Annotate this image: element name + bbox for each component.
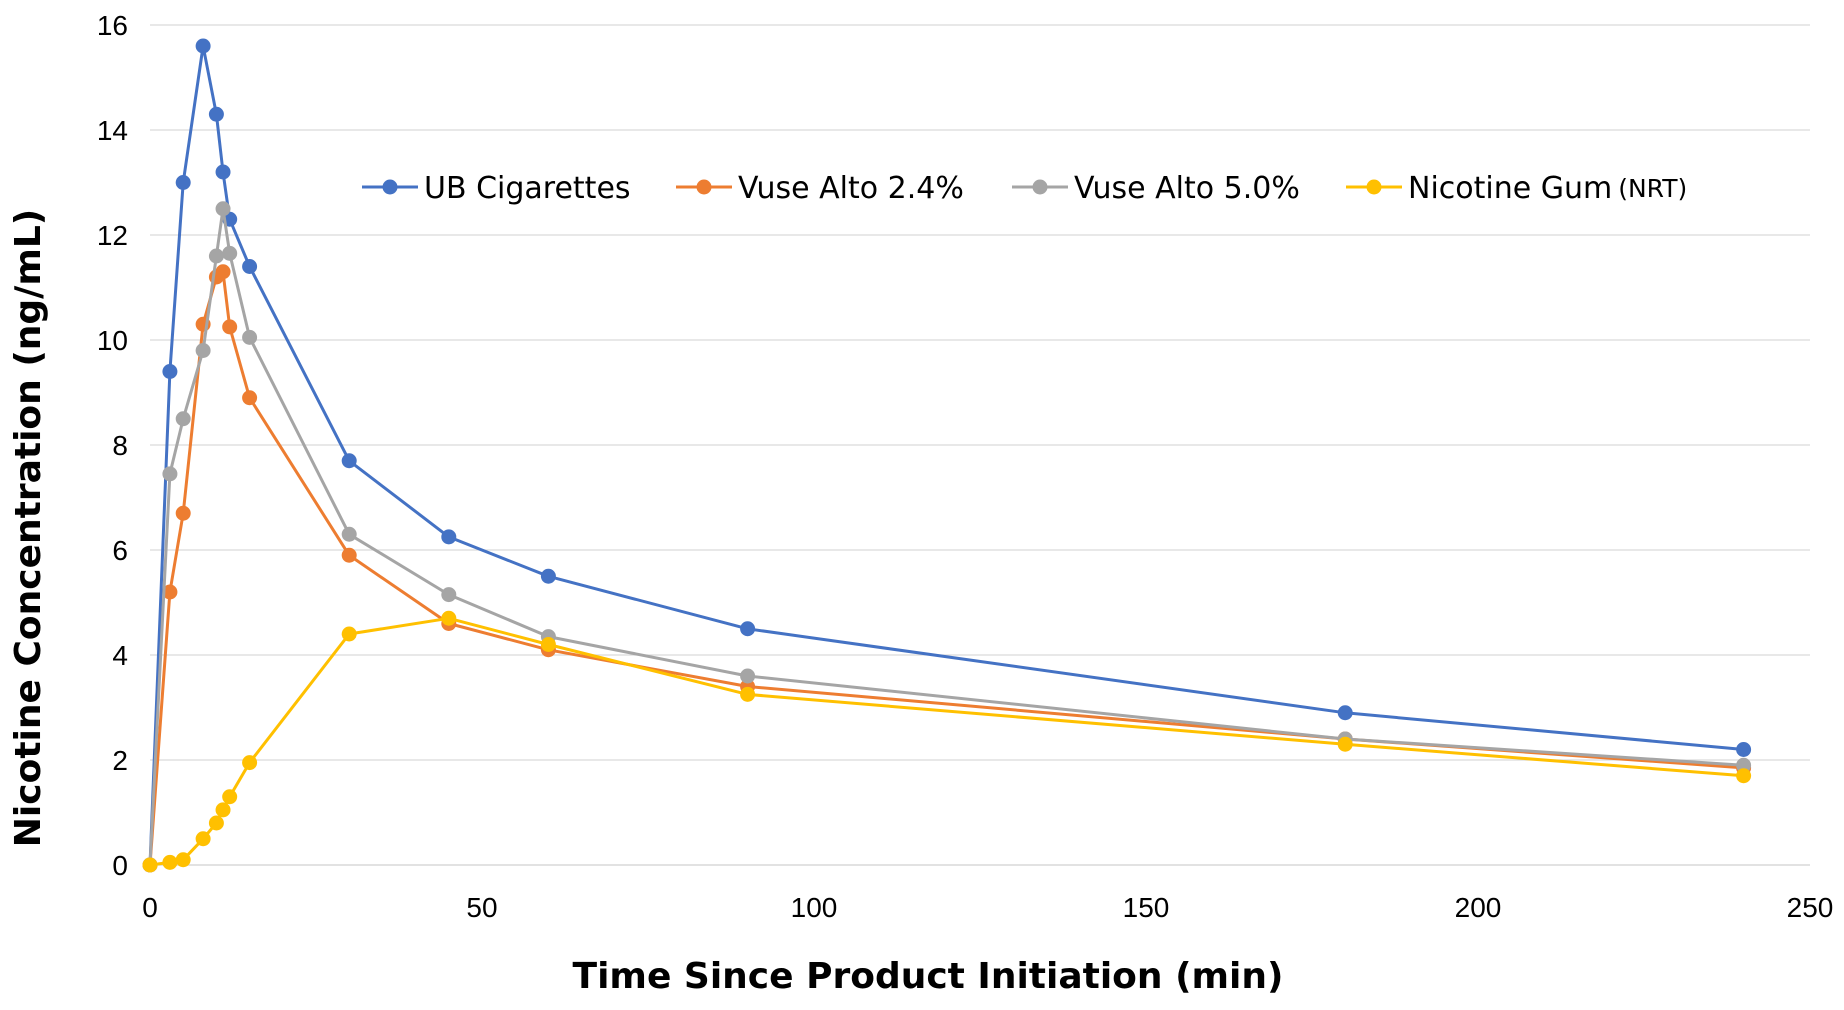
y-tick-label: 2 xyxy=(112,745,128,776)
y-tick-label: 6 xyxy=(112,535,128,566)
data-point xyxy=(242,329,258,345)
data-point xyxy=(222,245,238,261)
data-point xyxy=(162,584,178,600)
data-point xyxy=(341,526,357,542)
y-axis-ticks: 0 2 4 6 8 10 12 14 16 xyxy=(97,10,128,881)
data-point xyxy=(162,466,178,482)
x-tick-label: 150 xyxy=(1123,892,1170,923)
legend-label-suffix: (NRT) xyxy=(1618,174,1687,203)
series-line xyxy=(148,44,1744,866)
legend-swatch-marker xyxy=(382,179,398,195)
data-point xyxy=(175,411,191,427)
data-point xyxy=(1337,736,1353,752)
data-point xyxy=(242,259,258,274)
data-point xyxy=(175,852,191,868)
legend-label: Vuse Alto 5.0% xyxy=(1074,171,1300,206)
series-line xyxy=(148,270,1744,866)
legend-item: UB Cigarettes xyxy=(362,171,631,206)
data-point xyxy=(540,637,556,652)
x-tick-label: 0 xyxy=(142,892,158,923)
series-3 xyxy=(142,201,1752,873)
legend-swatch-marker xyxy=(696,179,712,195)
data-point xyxy=(242,390,258,406)
data-point xyxy=(195,831,211,847)
data-point xyxy=(242,755,258,771)
data-point xyxy=(441,587,457,603)
legend-label: Nicotine Gum xyxy=(1408,171,1612,206)
gridlines xyxy=(150,24,1810,761)
data-point xyxy=(175,175,191,190)
series-4 xyxy=(142,610,1752,873)
data-point xyxy=(222,319,238,335)
data-point xyxy=(540,568,556,584)
data-point xyxy=(1337,705,1353,721)
data-point xyxy=(740,686,756,702)
legend-label: Vuse Alto 2.4% xyxy=(738,171,964,206)
data-point xyxy=(341,626,357,642)
series-layer xyxy=(142,38,1752,873)
data-point xyxy=(441,610,457,626)
legend-item: Nicotine Gum (NRT) xyxy=(1346,171,1687,206)
legend-item: Vuse Alto 2.4% xyxy=(676,171,964,206)
x-tick-label: 250 xyxy=(1787,892,1834,923)
data-point xyxy=(1736,757,1752,773)
data-point xyxy=(215,201,231,217)
data-point xyxy=(208,106,224,122)
y-tick-label: 8 xyxy=(112,430,128,461)
data-point xyxy=(195,343,211,358)
data-point xyxy=(162,364,178,379)
legend: UB Cigarettes Vuse Alto 2.4% Vuse Alto 5.0… xyxy=(362,171,1687,206)
series-1 xyxy=(142,38,1752,873)
data-point xyxy=(341,453,357,469)
y-tick-label: 10 xyxy=(97,325,128,356)
y-tick-label: 4 xyxy=(112,640,128,671)
legend-label: UB Cigarettes xyxy=(424,171,631,206)
data-point xyxy=(162,854,178,870)
data-point xyxy=(208,815,224,831)
data-point xyxy=(215,164,231,180)
legend-item: Vuse Alto 5.0% xyxy=(1012,171,1300,206)
data-point xyxy=(441,529,457,545)
data-point xyxy=(740,668,756,684)
x-tick-label: 200 xyxy=(1455,892,1502,923)
x-axis-ticks: 0 50 100 150 200 250 xyxy=(142,892,1833,923)
series-2 xyxy=(142,264,1752,873)
x-axis-title: Time Since Product Initiation (min) xyxy=(573,956,1284,997)
y-tick-label: 12 xyxy=(97,220,128,251)
data-point xyxy=(1736,742,1752,757)
data-point xyxy=(175,505,191,521)
data-point xyxy=(341,547,357,563)
data-point xyxy=(215,264,231,280)
y-tick-label: 0 xyxy=(112,850,128,881)
y-axis-title: Nicotine Concentration (ng/mL) xyxy=(8,209,49,847)
data-point xyxy=(215,802,231,818)
data-point xyxy=(1736,768,1752,784)
data-point xyxy=(208,248,224,264)
data-point xyxy=(195,38,211,54)
x-tick-label: 100 xyxy=(791,892,838,923)
series-line xyxy=(148,207,1744,866)
legend-swatch-marker xyxy=(1032,179,1048,195)
y-tick-label: 16 xyxy=(97,10,128,41)
data-point xyxy=(222,789,238,805)
x-tick-label: 50 xyxy=(466,892,497,923)
data-point xyxy=(142,857,158,873)
data-point xyxy=(740,621,756,637)
legend-swatch-marker xyxy=(1366,179,1382,195)
y-tick-label: 14 xyxy=(97,115,128,146)
